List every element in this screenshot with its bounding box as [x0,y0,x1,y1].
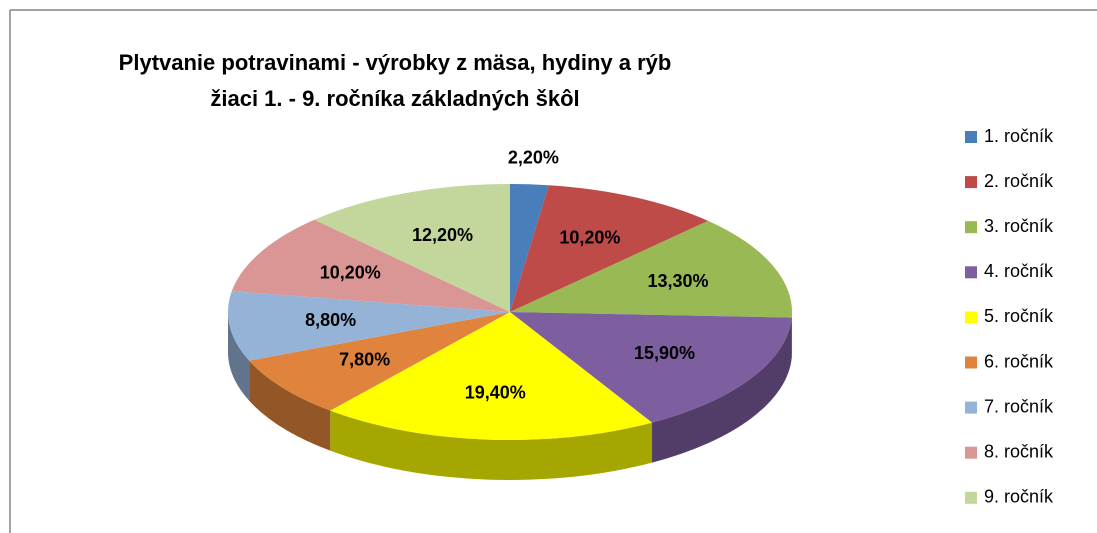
legend-label: 4. ročník [984,261,1054,281]
legend-label: 7. ročník [984,396,1054,416]
slice [510,220,793,318]
data-label: 8,80% [305,310,356,330]
legend-label: 8. ročník [984,441,1054,461]
data-label: 10,20% [559,227,620,247]
legend-label: 5. ročník [984,306,1054,326]
data-label: 10,20% [320,263,381,283]
legend-swatch [965,221,977,234]
legend-label: 1. ročník [984,126,1054,146]
slice [249,312,510,411]
slice [510,184,549,312]
chart-title: žiaci 1. - 9. ročníka základných škôl [210,86,579,111]
slice-side-shade [652,317,792,463]
legend-swatch [965,266,977,279]
slice [231,219,510,312]
data-label: 13,30% [647,271,708,291]
data-label: 7,80% [339,349,390,369]
legend-swatch [965,176,977,189]
data-label: 12,20% [412,225,473,245]
slice-side [249,360,331,451]
slice [314,184,510,312]
legend-swatch [965,356,977,369]
slice-side-shade [330,410,653,480]
legend-label: 9. ročník [984,487,1054,507]
legend-swatch [965,491,977,504]
legend-label: 6. ročník [984,351,1054,371]
data-label: 19,40% [465,382,526,402]
chart-title: Plytvanie potravinami - výrobky z mäsa, … [119,50,672,75]
slice-side-shade [249,360,331,451]
slice-side-shade [228,312,250,401]
legend-swatch [965,446,977,459]
data-label: 15,90% [634,343,695,363]
legend-swatch [965,311,977,324]
slice [510,312,792,423]
slice-side [652,317,792,463]
legend-swatch [965,131,977,143]
slice [330,312,653,440]
legend-label: 2. ročník [984,171,1054,191]
data-label: 2,20% [508,148,559,168]
slice [510,185,709,312]
slice-side [228,312,250,401]
slice-side [330,410,653,480]
legend-label: 3. ročník [984,216,1054,236]
slice [227,291,510,361]
legend-swatch [965,401,977,414]
